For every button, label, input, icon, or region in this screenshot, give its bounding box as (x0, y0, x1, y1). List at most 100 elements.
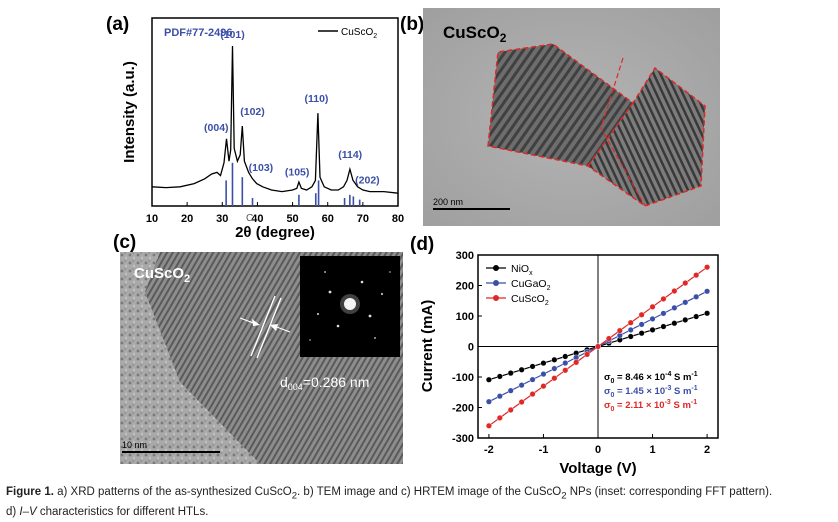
iv-xtick-label: -1 (539, 444, 549, 456)
xrd-xtick-label: 20 (181, 213, 193, 225)
iv-xtick-label: -2 (484, 444, 494, 456)
iv-data-point (551, 375, 558, 382)
caption-text-5: characteristics for different HTLs. (36, 506, 209, 519)
caption-text-1: a) XRD patterns of the as-synthesized Cu… (57, 486, 292, 498)
tem-scale-label: 200 nm (433, 197, 463, 207)
iv-legend-label: NiOx (511, 263, 533, 277)
dspacing-line-1 (250, 295, 276, 357)
xrd-legend-pdf: PDF#77-2496 (164, 27, 233, 39)
hrtem-scale-label: 10 nm (122, 440, 147, 450)
caption-text-2: . b) TEM image and c) HRTEM image of the… (297, 486, 562, 498)
xrd-peak-label: (105) (285, 167, 310, 179)
iv-data-point (704, 288, 711, 295)
iv-legend-label: CuScO2 (511, 293, 549, 307)
iv-data-point (540, 371, 547, 378)
iv-data-point (682, 316, 689, 323)
iv-data-point (529, 363, 536, 370)
xrd-xtick-label: 70 (357, 213, 369, 225)
iv-data-point (594, 343, 601, 350)
iv-data-point (682, 280, 689, 287)
hrtem-image-panel: CuScO2 d004=0.286 nm 10 nm (120, 252, 403, 464)
iv-data-point (693, 272, 700, 279)
tem-title: CuScO2 (443, 23, 507, 45)
iv-data-point (507, 406, 514, 413)
iv-sigma-label: σ0 = 2.11 × 10-3 S m-1 (604, 399, 697, 413)
tem-crystal-right (588, 68, 705, 206)
caption-italic: I–V (19, 506, 37, 519)
xrd-stray-label: C (246, 213, 253, 224)
iv-data-point (507, 370, 514, 377)
iv-data-point (616, 327, 623, 334)
xrd-xtick-label: 60 (322, 213, 334, 225)
iv-data-point (562, 360, 569, 367)
dspacing-arrowhead-right (270, 324, 278, 331)
xrd-xtick-label: 10 (146, 213, 158, 225)
panel-label-c: (c) (113, 232, 137, 253)
xrd-peak-label: (114) (338, 149, 362, 161)
iv-legend-marker (493, 280, 499, 286)
iv-data-point (627, 326, 634, 333)
tem-image-panel: CuScO2 200 nm (423, 8, 720, 226)
caption-label: Figure 1. (6, 486, 54, 498)
iv-data-point (638, 330, 645, 337)
iv-data-point (649, 326, 656, 333)
hrtem-title: CuScO2 (134, 265, 190, 285)
iv-legend-marker (493, 265, 499, 271)
iv-data-point (638, 321, 645, 328)
iv-sigma-label: σ0 = 8.46 × 10-4 S m-1 (604, 371, 698, 385)
iv-data-point (704, 264, 711, 271)
iv-data-point (518, 366, 525, 373)
caption-sub-2: 2 (561, 490, 567, 502)
iv-data-point (660, 323, 667, 330)
tem-crystal-divider (587, 102, 634, 167)
panel-label-b: (b) (400, 14, 425, 35)
xrd-chart: 10 20 30 40 50 60 70 80 (101) (004) (102) (103) (11… (121, 17, 404, 241)
iv-data-point (704, 310, 711, 317)
iv-data-point (660, 295, 667, 302)
iv-data-point (671, 287, 678, 294)
iv-data-point (573, 359, 580, 366)
xrd-peak-label: (101) (220, 29, 245, 41)
iv-data-point (496, 373, 503, 380)
iv-data-point (682, 299, 689, 306)
iv-data-point (693, 293, 700, 300)
iv-data-point (540, 383, 547, 390)
iv-data-point (562, 367, 569, 374)
iv-data-point (507, 387, 514, 394)
panel-label-d: (d) (410, 234, 435, 255)
iv-data-point (551, 356, 558, 363)
iv-data-point (627, 333, 634, 340)
xrd-plot-frame (151, 17, 399, 207)
iv-ytick-label: -300 (452, 433, 474, 445)
iv-data-point (627, 319, 634, 326)
iv-data-point (551, 365, 558, 372)
iv-chart-panel: -2 -1 0 1 2 -300 -200 -100 0 100 200 300 NiOx CuGaO2… (416, 244, 746, 478)
xrd-peak-label: (102) (240, 106, 265, 118)
iv-data-point (518, 399, 525, 406)
panel-label-a: (a) (106, 14, 130, 35)
dspacing-label: d004=0.286 nm (280, 374, 369, 392)
iv-xlabel: Voltage (V) (559, 460, 636, 477)
iv-series-2 (485, 264, 711, 429)
iv-ytick-label: 100 (456, 311, 474, 323)
iv-xtick-label: 1 (649, 444, 655, 456)
xrd-peak-label: (202) (355, 175, 380, 187)
iv-sigma-label: σ0 = 1.45 × 10-3 S m-1 (604, 385, 698, 399)
xrd-xtick-label: 50 (286, 213, 298, 225)
iv-data-point (485, 376, 492, 383)
iv-ytick-label: 0 (468, 342, 474, 354)
iv-data-point (605, 335, 612, 342)
xrd-xlabel: 2θ (degree) (235, 224, 315, 241)
iv-data-point (529, 376, 536, 383)
iv-data-point (693, 313, 700, 320)
xrd-curve (151, 45, 399, 194)
iv-ylabel: Current (mA) (419, 300, 436, 393)
iv-data-point (660, 310, 667, 317)
iv-ytick-label: -100 (452, 372, 474, 384)
tem-image: CuScO2 200 nm (423, 8, 720, 226)
xrd-xtick-label: 40 (251, 213, 263, 225)
iv-data-point (649, 315, 656, 322)
iv-xtick-label: 0 (595, 444, 601, 456)
iv-xtick-label: 2 (704, 444, 710, 456)
xrd-peak-label: (110) (304, 93, 328, 105)
